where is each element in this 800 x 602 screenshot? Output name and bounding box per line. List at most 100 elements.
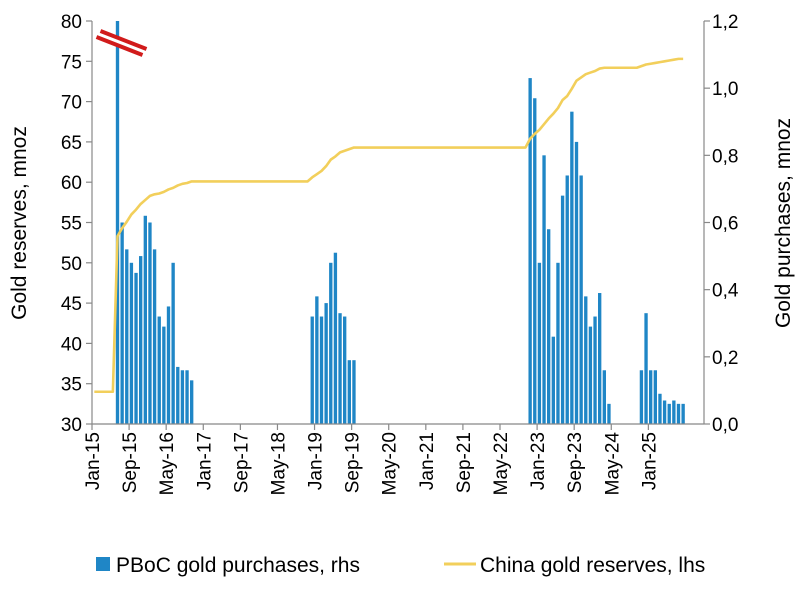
bar-purchase <box>607 403 611 424</box>
bar-purchase <box>681 403 685 424</box>
left-tick-label: 80 <box>61 12 82 33</box>
bars-layer <box>115 21 685 425</box>
bar-purchase <box>537 262 542 424</box>
bar-purchase <box>152 249 157 424</box>
legend-label-reserves: China gold reserves, lhs <box>480 554 705 577</box>
bar-purchase <box>347 360 351 424</box>
bar-purchase <box>565 175 569 424</box>
left-tick-label: 70 <box>61 93 82 114</box>
bar-purchase <box>148 222 152 424</box>
x-tick-label: May-22 <box>491 432 512 495</box>
bar-purchase <box>143 215 147 424</box>
bar-purchase <box>528 78 532 424</box>
bar-purchase <box>162 326 166 424</box>
right-tick-label: 1,0 <box>712 79 738 100</box>
bar-purchase <box>551 336 555 424</box>
bar-purchase <box>649 370 653 424</box>
legend: PBoC gold purchases, rhs China gold rese… <box>96 554 705 577</box>
bar-purchase <box>658 393 662 424</box>
x-tick-label: Jan-15 <box>83 432 104 490</box>
bar-purchase <box>125 249 129 424</box>
bar-purchase <box>593 316 597 424</box>
line-reserves <box>94 57 684 394</box>
bar-purchase <box>338 313 342 424</box>
bar-purchase <box>556 262 560 424</box>
bar-purchase <box>542 155 546 424</box>
bar-purchase <box>672 400 676 424</box>
right-axis-title: Gold purchases, mnoz <box>772 118 795 328</box>
right-tick-label: 1,2 <box>712 12 738 33</box>
bar-purchase <box>166 306 171 424</box>
bar-purchase <box>329 262 333 424</box>
right-tick-label: 0,6 <box>712 214 738 235</box>
bar-purchase <box>185 370 189 424</box>
bar-purchase <box>129 262 134 424</box>
right-tick-label: 0,4 <box>712 281 739 302</box>
axes-layer: 30 35 40 45 50 55 60 65 70 75 80 0,0 0,2 0,4 0,6 0,8 1,0… <box>61 12 739 495</box>
bar-purchase <box>176 366 180 424</box>
bar-purchase <box>560 195 565 424</box>
left-tick-label: 65 <box>61 133 82 154</box>
bar-purchase <box>676 403 681 424</box>
x-tick-label: May-20 <box>380 432 401 495</box>
bar-purchase <box>598 293 602 424</box>
bar-purchase <box>579 175 583 424</box>
bar-purchase <box>352 360 356 424</box>
left-tick-label: 50 <box>61 254 82 275</box>
x-tick-label: Sep-19 <box>343 432 364 493</box>
bar-purchase <box>343 316 347 424</box>
bar-purchase <box>324 303 328 424</box>
bar-purchase <box>310 316 314 424</box>
legend-swatch-purchases <box>96 557 110 571</box>
break-stroke-lower <box>95 35 144 57</box>
x-tick-label: Jan-25 <box>639 432 660 490</box>
bar-purchase <box>139 256 143 424</box>
x-tick-label: May-16 <box>157 432 178 495</box>
left-tick-label: 60 <box>61 173 82 194</box>
axis-break-marker <box>95 29 148 57</box>
left-tick-label: 35 <box>61 375 82 396</box>
break-gap <box>97 30 146 55</box>
x-tick-label: Jan-19 <box>306 432 327 490</box>
bar-purchase <box>602 370 606 424</box>
left-tick-label: 45 <box>61 294 82 315</box>
bar-purchase <box>662 400 667 424</box>
left-tick-label: 40 <box>61 334 82 355</box>
bar-purchase <box>115 21 120 424</box>
x-tick-label: Jan-17 <box>194 432 215 490</box>
left-tick-label: 30 <box>61 415 82 436</box>
x-tick-label: Sep-23 <box>565 432 586 493</box>
bar-purchase <box>533 98 537 425</box>
bar-purchase <box>134 272 138 425</box>
bar-purchase <box>639 370 644 424</box>
break-stroke-upper <box>99 29 148 51</box>
bar-purchase <box>333 252 338 424</box>
legend-label-purchases: PBoC gold purchases, rhs <box>116 554 360 577</box>
left-tick-label: 55 <box>61 214 82 235</box>
bar-purchase <box>319 316 324 424</box>
x-tick-label: Sep-15 <box>120 432 141 493</box>
bar-purchase <box>315 296 319 424</box>
bar-purchase <box>180 370 185 424</box>
x-tick-label: Jan-21 <box>417 432 438 490</box>
left-tick-label: 75 <box>61 52 82 73</box>
x-tick-label: Sep-17 <box>231 432 252 493</box>
bar-purchase <box>653 370 657 424</box>
x-tick-label: May-24 <box>602 432 623 496</box>
bar-purchase <box>120 222 124 424</box>
x-tick-label: Jan-23 <box>528 432 549 490</box>
bar-purchase <box>190 380 194 424</box>
x-tick-label: Sep-21 <box>454 432 475 493</box>
line-layer <box>94 57 684 394</box>
bar-purchase <box>644 313 648 424</box>
left-axis-title: Gold reserves, mnoz <box>8 126 31 320</box>
right-tick-label: 0,8 <box>712 146 738 167</box>
bar-purchase <box>667 403 671 424</box>
bar-purchase <box>547 229 551 424</box>
bar-purchase <box>588 326 593 424</box>
bar-purchase <box>570 111 574 425</box>
bar-purchase <box>584 296 588 424</box>
right-tick-label: 0,0 <box>712 415 738 436</box>
bar-purchase <box>171 262 175 424</box>
